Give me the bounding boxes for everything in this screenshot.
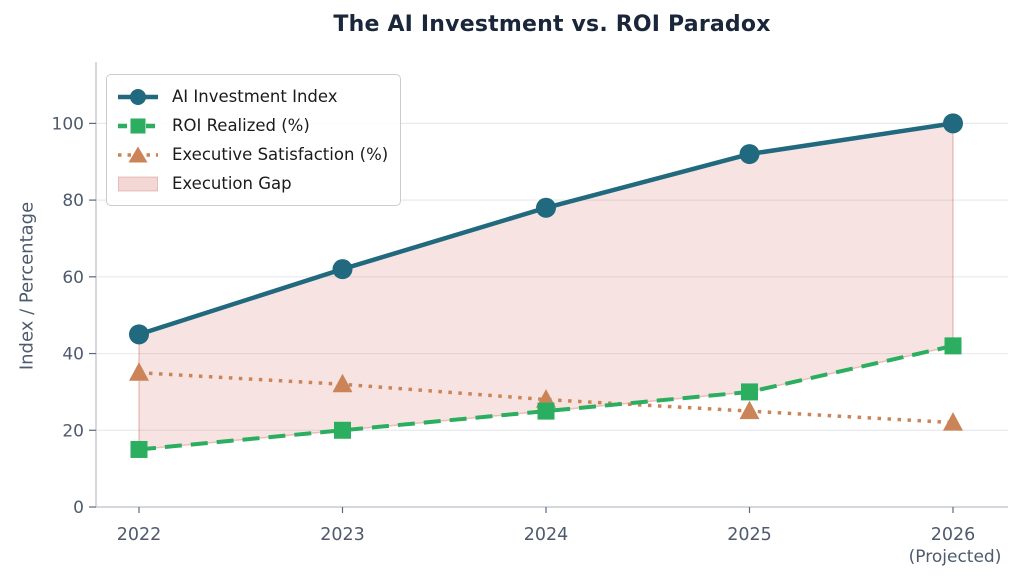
y-tick-label: 40 xyxy=(62,345,84,365)
legend-item-roi-realized: ROI Realized (%) xyxy=(117,111,388,140)
data-point-marker xyxy=(129,324,149,345)
legend: AI Investment Index ROI Realized (%) Exe… xyxy=(106,74,402,206)
data-point-marker xyxy=(943,412,963,431)
x-tick-label: 2022 xyxy=(117,525,162,545)
x-tick-label: 2025 xyxy=(727,525,772,545)
legend-item-ai-investment: AI Investment Index xyxy=(117,82,388,111)
y-tick-label: 60 xyxy=(62,268,84,288)
roi-dashed-line-swatch-icon xyxy=(118,118,158,133)
data-point-marker xyxy=(130,440,148,458)
data-point-marker xyxy=(332,373,353,393)
x-tick-label: 2026 xyxy=(931,525,976,545)
data-point-marker xyxy=(739,400,760,420)
satisfaction-dotted-line-swatch-icon xyxy=(118,146,158,162)
series-line-1 xyxy=(138,343,954,452)
data-point-marker xyxy=(741,383,758,401)
y-tick-label: 100 xyxy=(52,114,84,134)
y-tick-label: 20 xyxy=(62,421,84,441)
x-tick-label: 2024 xyxy=(524,525,569,545)
x-tick-label: 2023 xyxy=(320,525,365,545)
x-tick-note: (Projected) xyxy=(909,547,1002,567)
legend-label: AI Investment Index xyxy=(172,87,338,106)
ai-investment-line-swatch-icon xyxy=(118,88,158,105)
data-point-marker xyxy=(537,402,555,420)
data-point-marker xyxy=(536,197,556,218)
data-point-marker xyxy=(739,144,760,165)
legend-item-execution-gap: Execution Gap xyxy=(117,169,388,198)
legend-item-exec-satisfaction: Executive Satisfaction (%) xyxy=(117,140,388,169)
y-tick-label: 0 xyxy=(73,498,84,518)
chart-title: The AI Investment vs. ROI Paradox xyxy=(333,12,771,37)
legend-label: ROI Realized (%) xyxy=(172,116,310,135)
data-point-marker xyxy=(944,337,962,355)
legend-label: Execution Gap xyxy=(172,174,292,193)
data-point-marker xyxy=(334,421,351,439)
y-tick-label: 80 xyxy=(62,191,84,211)
data-point-marker xyxy=(332,259,353,280)
data-point-marker xyxy=(129,362,149,381)
execution-gap-area-swatch-icon xyxy=(118,176,158,191)
data-point-marker xyxy=(943,113,963,134)
legend-label: Executive Satisfaction (%) xyxy=(172,145,389,164)
